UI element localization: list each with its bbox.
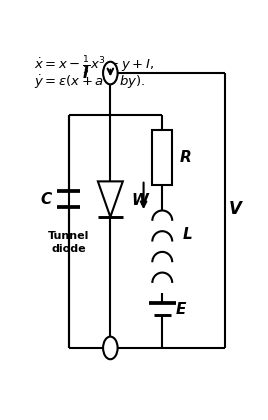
Text: C: C	[40, 192, 51, 207]
Text: L: L	[182, 227, 192, 242]
Circle shape	[103, 62, 118, 84]
Text: $\dot{y} = \varepsilon(x + a - by).$: $\dot{y} = \varepsilon(x + a - by).$	[34, 73, 145, 91]
Text: $\dot{x} = x - \frac{1}{3}x^3 - y + I,$: $\dot{x} = x - \frac{1}{3}x^3 - y + I,$	[34, 55, 153, 77]
Circle shape	[103, 336, 118, 359]
Text: diode: diode	[51, 244, 86, 254]
Text: Tunnel: Tunnel	[48, 231, 90, 241]
Text: E: E	[176, 302, 186, 317]
Text: V: V	[229, 200, 241, 218]
Text: R: R	[179, 150, 191, 165]
Text: W: W	[131, 193, 148, 208]
Polygon shape	[152, 130, 172, 185]
Text: I: I	[83, 66, 88, 81]
